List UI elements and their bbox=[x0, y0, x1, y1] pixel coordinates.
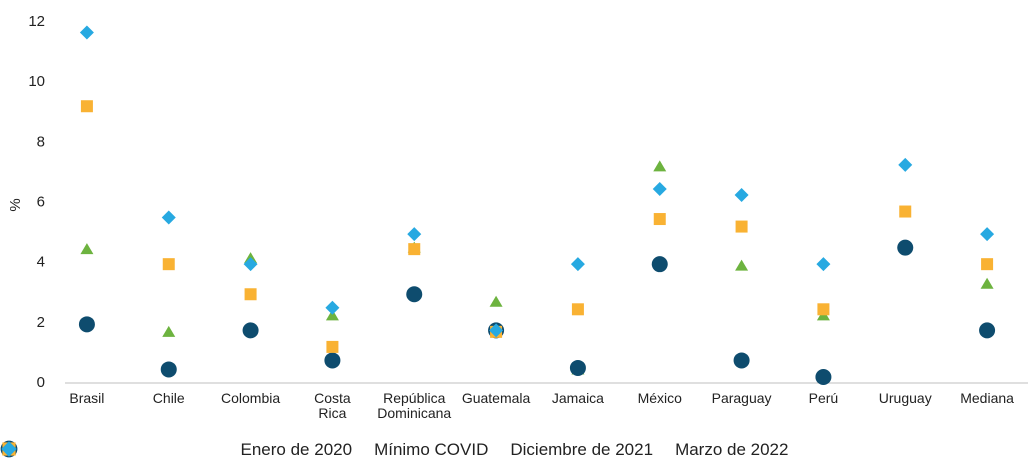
square-marker bbox=[653, 213, 666, 226]
diamond-marker bbox=[489, 323, 504, 338]
circle-marker bbox=[242, 322, 259, 339]
x-tick-label: Uruguay bbox=[878, 390, 932, 406]
circle-marker bbox=[651, 256, 668, 273]
circle-marker bbox=[897, 239, 914, 256]
x-tick-label: Mediana bbox=[960, 390, 1014, 406]
triangle-marker bbox=[325, 309, 339, 321]
triangle-marker bbox=[80, 243, 94, 255]
square-marker bbox=[326, 340, 339, 353]
square-marker bbox=[981, 258, 994, 271]
square-marker bbox=[899, 205, 912, 218]
square-marker bbox=[80, 100, 93, 113]
x-tick-label: México bbox=[637, 390, 682, 406]
square-marker bbox=[735, 220, 748, 233]
diamond-marker bbox=[325, 300, 340, 315]
triangle-marker bbox=[735, 259, 749, 271]
diamond-marker bbox=[980, 227, 995, 242]
square-marker bbox=[162, 258, 175, 271]
x-tick-label: Jamaica bbox=[551, 390, 604, 406]
y-tick-label: 10 bbox=[28, 73, 45, 90]
square-marker bbox=[408, 243, 421, 256]
x-tick-label: Chile bbox=[152, 390, 185, 406]
diamond-marker bbox=[816, 257, 831, 272]
x-tick-label: Brasil bbox=[69, 390, 105, 406]
diamond-marker bbox=[79, 25, 94, 40]
diamond-marker bbox=[1, 441, 17, 457]
diamond-marker bbox=[161, 210, 176, 225]
circle-marker bbox=[160, 361, 177, 378]
triangle-marker bbox=[489, 295, 503, 307]
legend-item: Diciembre de 2021 bbox=[2, 440, 654, 460]
circle-marker bbox=[78, 316, 95, 333]
diamond-marker bbox=[407, 227, 422, 242]
circle-marker bbox=[733, 352, 750, 369]
x-tick-label: Guatemala bbox=[461, 390, 531, 406]
plot-area: % 0 2 4 6 8 10 12 bbox=[7, 13, 1028, 391]
circle-marker bbox=[569, 359, 586, 376]
y-tick-label: 6 bbox=[37, 193, 45, 210]
square-marker bbox=[571, 303, 584, 316]
diamond-marker bbox=[734, 187, 749, 202]
circle-marker bbox=[979, 322, 996, 339]
legend-label: Mínimo COVID bbox=[374, 440, 489, 459]
diamond-marker bbox=[898, 157, 913, 172]
legend-label: Enero de 2020 bbox=[240, 440, 353, 459]
triangle-marker bbox=[980, 277, 994, 289]
y-tick-label: 8 bbox=[37, 133, 45, 150]
legend-item: Mínimo COVID bbox=[0, 440, 489, 460]
legend-swatch bbox=[1, 441, 17, 457]
circle-marker bbox=[324, 352, 341, 369]
square-marker bbox=[817, 303, 830, 316]
x-tick-label: Paraguay bbox=[711, 390, 772, 406]
x-tick-label: Colombia bbox=[221, 390, 281, 406]
legend: Enero de 2020 Mínimo COVID Diciembre de 20… bbox=[0, 440, 1029, 460]
legend-item: Enero de 2020 bbox=[1, 440, 353, 460]
square-marker bbox=[244, 288, 257, 301]
triangle-marker bbox=[162, 325, 176, 337]
y-tick-label: 2 bbox=[37, 314, 45, 331]
circle-marker bbox=[815, 368, 832, 385]
circle-marker bbox=[406, 286, 423, 303]
y-axis-label: % bbox=[7, 198, 24, 211]
y-tick-label: 4 bbox=[37, 254, 45, 271]
y-tick-label: 12 bbox=[28, 13, 45, 30]
y-tick-label: 0 bbox=[37, 374, 45, 391]
x-tick-label: Costa Rica bbox=[314, 390, 351, 421]
x-tick-label: Perú bbox=[808, 390, 839, 406]
diamond-marker bbox=[652, 181, 667, 196]
legend-label: Diciembre de 2021 bbox=[510, 440, 654, 459]
triangle-marker bbox=[653, 160, 667, 172]
diamond-marker bbox=[243, 257, 258, 272]
diamond-marker bbox=[570, 257, 585, 272]
legend-item: Marzo de 2022 bbox=[1, 440, 789, 460]
x-tick-label: República Dominicana bbox=[377, 390, 452, 421]
legend-label: Marzo de 2022 bbox=[675, 440, 789, 459]
